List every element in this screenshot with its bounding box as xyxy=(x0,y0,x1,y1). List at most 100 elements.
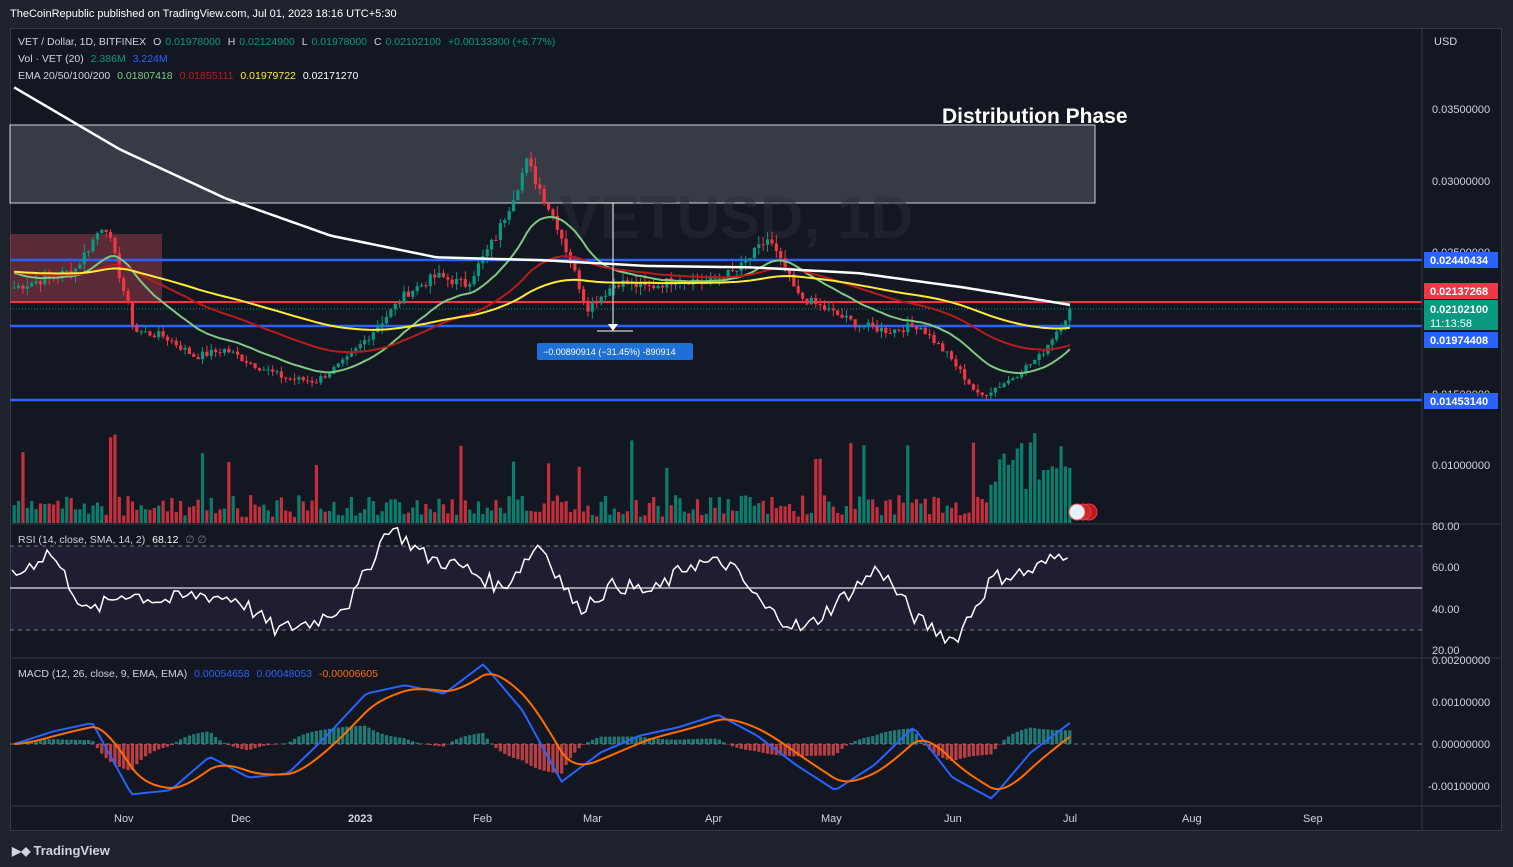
histogram-bar xyxy=(573,744,577,753)
candle-body xyxy=(135,324,139,332)
histogram-bar xyxy=(1055,729,1059,744)
histogram-bar xyxy=(170,744,174,746)
candle-body xyxy=(297,377,301,380)
us-flag-icon[interactable] xyxy=(1068,503,1086,521)
volume-bar xyxy=(240,516,244,523)
candle-body xyxy=(1020,373,1024,378)
candle-body xyxy=(941,343,945,352)
volume-bar xyxy=(437,498,441,523)
candle-body xyxy=(139,331,143,333)
candle-body xyxy=(998,387,1002,389)
tradingview-logo[interactable]: ▶◆ TradingView xyxy=(12,843,110,858)
candle-body xyxy=(1063,320,1068,329)
ema100-value: 0.01979722 xyxy=(240,70,296,82)
histogram-bar xyxy=(174,741,178,744)
volume-bar xyxy=(735,510,739,523)
candle-body xyxy=(279,371,283,378)
histogram-bar xyxy=(485,738,489,744)
histogram-bar xyxy=(621,736,625,744)
volume-bar xyxy=(349,496,354,523)
histogram-bar xyxy=(113,744,117,765)
volume-bar xyxy=(656,505,660,523)
volume-bar xyxy=(525,510,529,523)
volume-legend[interactable]: Vol · VET (20) 2.386M 3.224M xyxy=(18,53,172,65)
volume-bar xyxy=(95,502,100,523)
histogram-bar xyxy=(336,727,340,744)
volume-bar xyxy=(253,504,257,523)
histogram-bar xyxy=(638,736,643,744)
macd-axis[interactable]: 0.00200000 0.00100000 0.00000000 -0.0010… xyxy=(1428,655,1490,793)
volume-bar xyxy=(297,495,301,523)
histogram-bar xyxy=(433,744,437,746)
candle-body xyxy=(402,291,406,304)
histogram-bar xyxy=(139,744,143,760)
candle-body xyxy=(932,334,936,343)
volume-bar xyxy=(792,511,796,523)
histogram-bar xyxy=(100,744,104,754)
candle-body xyxy=(200,351,205,360)
macd-histogram xyxy=(12,725,1072,774)
candle-body xyxy=(476,263,481,277)
price-label-bg xyxy=(1424,332,1498,348)
histogram-bar xyxy=(818,744,822,756)
histogram-bar xyxy=(152,744,156,752)
candle-body xyxy=(770,239,774,244)
time-axis[interactable]: Nov Dec 2023 Feb Mar Apr May Jun Jul Aug… xyxy=(114,813,1323,825)
volume-bar xyxy=(674,495,678,523)
volume-bar xyxy=(108,437,113,523)
histogram-bar xyxy=(95,744,100,749)
candle-body xyxy=(419,285,424,287)
candle-body xyxy=(87,251,91,253)
main-legend[interactable]: VET / Dollar, 1D, BITFINEX O 0.01978000 H… xyxy=(18,36,559,48)
histogram-bar xyxy=(1033,728,1037,744)
candle-body xyxy=(235,351,240,355)
ema50-value: 0.01855111 xyxy=(179,70,234,82)
histogram-bar xyxy=(993,744,997,750)
candle-body xyxy=(516,190,520,201)
volume-bar xyxy=(314,465,319,523)
volume-bar xyxy=(428,509,432,523)
candle-body xyxy=(91,239,95,252)
volume-bar xyxy=(713,507,717,523)
rsi-legend[interactable]: RSI (14, close, SMA, 14, 2) 68.12 ∅ ∅ xyxy=(18,534,211,546)
histogram-bar xyxy=(910,728,914,744)
candle-body xyxy=(595,302,599,304)
candle-body xyxy=(218,352,222,354)
candle-body xyxy=(130,302,135,325)
candle-body xyxy=(454,278,459,285)
candle-body xyxy=(582,289,586,301)
volume-bar xyxy=(47,503,51,523)
histogram-bar xyxy=(498,744,502,752)
volume-bar xyxy=(625,511,630,523)
volume-bar xyxy=(1015,448,1019,523)
volume-bar xyxy=(494,499,498,523)
candle-body xyxy=(411,290,415,297)
volume-bar xyxy=(910,502,914,523)
histogram-bar xyxy=(1024,728,1028,744)
candle-body xyxy=(288,378,292,380)
histogram-bar xyxy=(319,730,323,744)
histogram-bar xyxy=(306,733,310,744)
candle-body xyxy=(893,329,897,334)
macd-legend[interactable]: MACD (12, 26, close, 9, EMA, EMA) 0.0005… xyxy=(18,668,382,680)
volume-bar xyxy=(774,508,778,523)
volume-bar xyxy=(643,515,647,523)
histogram-bar xyxy=(240,744,244,750)
candle-body xyxy=(958,366,962,370)
candle-body xyxy=(336,363,340,368)
candle-body xyxy=(717,278,721,280)
time-tick: Mar xyxy=(583,813,602,825)
volume-bar xyxy=(1006,464,1011,523)
candle-body xyxy=(433,274,437,278)
candle-body xyxy=(43,274,47,285)
volume-bar xyxy=(840,514,844,523)
histogram-bar xyxy=(1020,730,1024,744)
candle-body xyxy=(656,285,660,289)
volume-bar xyxy=(56,500,60,523)
volume-bar xyxy=(52,504,56,523)
volume-bar xyxy=(1024,488,1028,523)
rsi-axis[interactable]: 80.00 60.00 40.00 20.00 xyxy=(1432,521,1460,657)
ema-legend[interactable]: EMA 20/50/100/200 0.01807418 0.01855111 … xyxy=(18,70,362,82)
macd-label: MACD (12, 26, close, 9, EMA, EMA) xyxy=(18,668,188,680)
